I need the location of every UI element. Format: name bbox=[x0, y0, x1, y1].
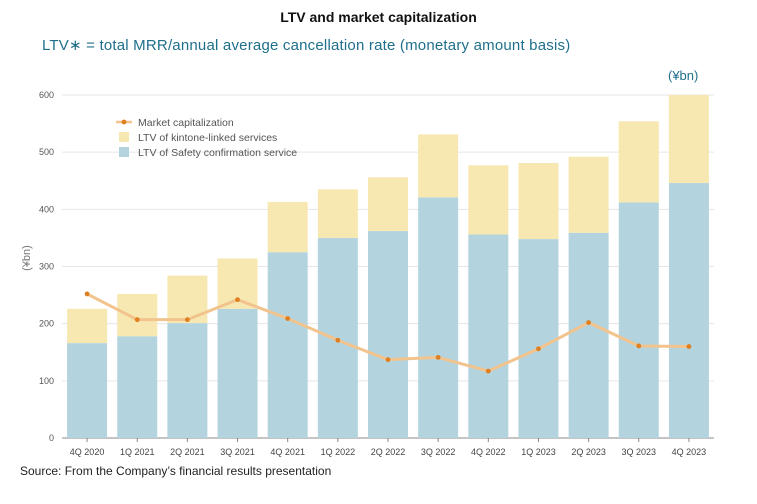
market-cap-point bbox=[335, 337, 341, 343]
x-tick-label: 4Q 2022 bbox=[471, 447, 506, 457]
market-cap-point bbox=[435, 354, 441, 360]
market-cap-point bbox=[385, 357, 391, 363]
bar-kintone-linked bbox=[317, 189, 358, 238]
legend-layer: Market capitalization LTV of kintone-link… bbox=[116, 117, 297, 159]
bar-kintone-linked bbox=[368, 177, 408, 232]
bar-safety-confirmation bbox=[368, 231, 408, 438]
market-cap-point bbox=[84, 291, 90, 297]
bar-kintone-linked bbox=[117, 293, 158, 337]
x-tick-label: 4Q 2021 bbox=[270, 447, 305, 457]
bar-safety-confirmation bbox=[618, 202, 659, 438]
x-tick-label: 2Q 2021 bbox=[170, 447, 205, 457]
y-tick-label: 300 bbox=[39, 262, 54, 272]
legend-label-market-cap: Market capitalization bbox=[138, 117, 234, 129]
bar-safety-confirmation bbox=[468, 234, 509, 438]
x-tick-label: 2Q 2022 bbox=[371, 447, 406, 457]
y-tick-label: 500 bbox=[39, 147, 54, 157]
chart-subtitle: LTV∗ = total MRR/annual average cancella… bbox=[42, 37, 571, 54]
legend-swatch-bar bbox=[119, 132, 129, 142]
bar-kintone-linked bbox=[668, 95, 709, 184]
x-tick-label: 1Q 2022 bbox=[321, 447, 356, 457]
y-tick-label: 100 bbox=[39, 376, 54, 386]
x-tick-label: 2Q 2023 bbox=[571, 447, 606, 457]
bar-kintone-linked bbox=[518, 163, 559, 240]
market-cap-point bbox=[485, 368, 491, 374]
y-tick-label: 400 bbox=[39, 204, 54, 214]
legend-swatch-bar bbox=[119, 147, 129, 157]
x-tick-label: 3Q 2022 bbox=[421, 447, 456, 457]
unit-label: (¥bn) bbox=[668, 68, 699, 83]
market-cap-point bbox=[686, 344, 692, 349]
x-tick-label: 1Q 2021 bbox=[120, 447, 155, 457]
legend-marker-market-cap bbox=[121, 119, 127, 125]
axis-layer: 0 100 200 300 400 500 600 (¥bn) 4Q 2020 1Q 2021 2Q… bbox=[21, 90, 706, 457]
bar-safety-confirmation bbox=[568, 232, 609, 438]
bar-kintone-linked bbox=[267, 201, 308, 253]
x-tick-label: 4Q 2023 bbox=[672, 447, 707, 457]
bar-layer bbox=[67, 95, 709, 438]
market-cap-point bbox=[636, 343, 642, 349]
legend-label-bar: LTV of Safety confirmation service bbox=[138, 147, 297, 159]
bar-safety-confirmation bbox=[267, 252, 308, 438]
bar-safety-confirmation bbox=[668, 183, 709, 438]
bar-kintone-linked bbox=[568, 156, 609, 233]
market-cap-point bbox=[536, 346, 541, 352]
bar-kintone-linked bbox=[468, 165, 509, 235]
y-tick-label: 600 bbox=[39, 90, 54, 100]
legend-label-bar: LTV of kintone-linked services bbox=[138, 132, 277, 144]
bar-safety-confirmation bbox=[518, 239, 559, 438]
bar-safety-confirmation bbox=[67, 343, 108, 438]
bar-safety-confirmation bbox=[117, 336, 158, 438]
y-tick-label: 200 bbox=[39, 319, 54, 329]
bar-safety-confirmation bbox=[418, 197, 459, 438]
source-note: Source: From the Company’s financial res… bbox=[20, 464, 332, 478]
bar-safety-confirmation bbox=[167, 323, 208, 438]
bar-kintone-linked bbox=[418, 134, 459, 198]
bar-kintone-linked bbox=[67, 308, 108, 344]
x-tick-label: 3Q 2023 bbox=[622, 447, 657, 457]
market-cap-point bbox=[184, 317, 190, 323]
market-cap-point bbox=[235, 297, 240, 303]
bar-kintone-linked bbox=[167, 275, 208, 324]
x-tick-label: 1Q 2023 bbox=[521, 447, 556, 457]
x-tick-label: 4Q 2020 bbox=[70, 447, 105, 457]
market-cap-point bbox=[285, 316, 291, 321]
line-layer bbox=[84, 291, 692, 374]
bar-safety-confirmation bbox=[217, 308, 258, 438]
y-axis-label: (¥bn) bbox=[21, 245, 33, 271]
market-cap-point bbox=[586, 320, 592, 325]
y-tick-label: 0 bbox=[49, 433, 54, 443]
chart-title: LTV and market capitalization bbox=[280, 9, 477, 25]
market-cap-point bbox=[134, 317, 140, 323]
bar-kintone-linked bbox=[618, 121, 659, 203]
x-tick-label: 3Q 2021 bbox=[220, 447, 255, 457]
